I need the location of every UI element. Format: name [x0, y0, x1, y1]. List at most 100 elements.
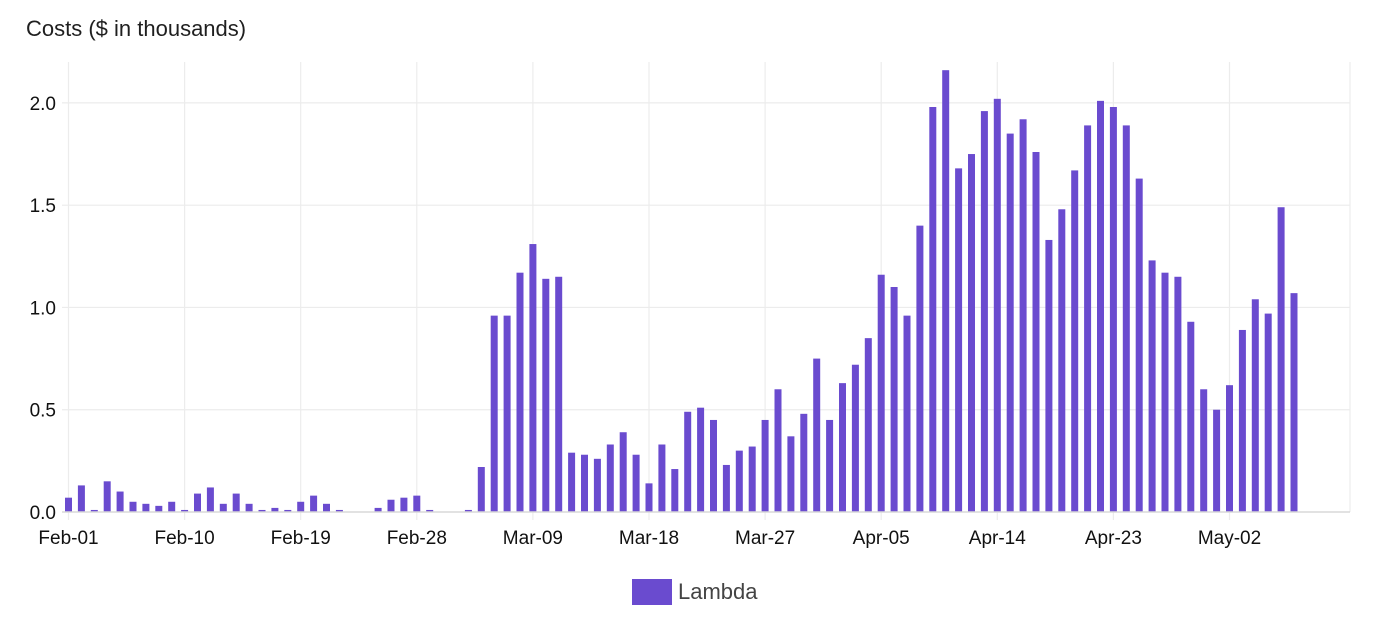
legend-label: Lambda	[678, 579, 758, 604]
bar	[980, 111, 988, 512]
bar	[864, 338, 872, 512]
x-tick-label: Apr-14	[969, 528, 1026, 549]
bar	[194, 493, 201, 512]
x-tick-label: Feb-01	[38, 528, 98, 549]
bar	[800, 413, 808, 512]
bar	[851, 364, 859, 512]
bar	[1045, 239, 1053, 513]
x-tick-label: Mar-09	[503, 528, 563, 549]
bar	[774, 389, 782, 512]
bars	[65, 70, 1298, 513]
y-tick-label: 0.0	[30, 503, 56, 524]
bar	[1213, 409, 1221, 512]
y-tick-label: 2.0	[30, 94, 56, 115]
bar	[374, 507, 382, 512]
bar	[839, 383, 846, 512]
bar	[1251, 299, 1259, 512]
legend-swatch	[632, 579, 672, 605]
bar	[735, 450, 743, 512]
bar	[968, 154, 975, 512]
bar	[568, 452, 576, 512]
bar	[90, 509, 98, 512]
bar	[116, 491, 124, 512]
bar	[219, 503, 227, 512]
bar	[542, 278, 550, 512]
bar	[955, 168, 963, 512]
bar	[65, 497, 72, 512]
bar	[142, 503, 150, 512]
bar	[903, 315, 911, 512]
bar	[245, 503, 253, 512]
bar	[1006, 133, 1014, 512]
x-tick-label: Mar-27	[735, 528, 795, 549]
bar	[1238, 329, 1246, 512]
bar	[645, 483, 653, 512]
y-tick-label: 0.5	[30, 401, 56, 422]
bar	[877, 274, 885, 512]
x-tick-label: May-02	[1198, 528, 1261, 549]
bar	[787, 436, 795, 512]
grid-lines	[62, 62, 1351, 520]
bar	[103, 481, 111, 512]
bar	[1174, 276, 1182, 512]
bar	[697, 407, 705, 512]
bar	[606, 444, 614, 512]
bar	[490, 315, 498, 512]
bar	[1058, 209, 1066, 513]
bar	[555, 276, 563, 512]
x-tick-label: Apr-05	[853, 528, 910, 549]
bar	[503, 315, 511, 512]
bar	[942, 70, 950, 512]
bar	[387, 499, 395, 512]
tick-labels: 0.0 0.5 1.0 1.5 2.0 Feb-01 Feb-10 Feb-19 Feb-28 M…	[30, 94, 1262, 549]
bar	[155, 505, 163, 512]
bar	[181, 509, 189, 512]
bar	[1019, 119, 1027, 512]
bar	[1200, 389, 1208, 512]
x-tick-label: Mar-18	[619, 528, 679, 549]
bar	[1187, 321, 1195, 512]
x-tick-label: Apr-23	[1085, 528, 1142, 549]
bar	[413, 495, 421, 512]
bar	[297, 501, 305, 512]
bar	[1122, 125, 1130, 512]
bar	[593, 458, 601, 512]
bar	[1032, 152, 1040, 512]
bar	[826, 419, 834, 512]
bar	[232, 493, 240, 512]
bar	[310, 495, 318, 512]
bar	[258, 509, 266, 512]
y-tick-label: 1.5	[30, 196, 56, 217]
bar	[335, 509, 343, 512]
bar	[529, 244, 537, 512]
bar	[710, 419, 717, 512]
bar	[1277, 207, 1285, 512]
bar	[271, 507, 279, 512]
x-tick-label: Feb-10	[154, 528, 214, 549]
bar	[464, 509, 472, 512]
bar	[77, 485, 85, 512]
bar	[761, 419, 769, 512]
bar	[284, 509, 292, 512]
bar	[929, 107, 937, 512]
y-tick-label: 1.0	[30, 298, 56, 319]
legend[interactable]: Lambda	[632, 579, 758, 605]
bar	[129, 501, 137, 512]
bar	[619, 432, 627, 512]
bar	[516, 272, 524, 512]
bar	[671, 469, 679, 512]
bar	[1264, 313, 1272, 512]
bar	[206, 487, 214, 512]
bar	[1290, 293, 1298, 512]
bar	[1161, 272, 1169, 512]
bar	[168, 501, 176, 512]
bar	[813, 358, 821, 512]
bar	[1084, 125, 1092, 512]
bar	[722, 464, 730, 512]
bar	[658, 444, 666, 512]
bar	[323, 503, 330, 512]
bar	[581, 454, 588, 512]
bar	[684, 411, 692, 512]
